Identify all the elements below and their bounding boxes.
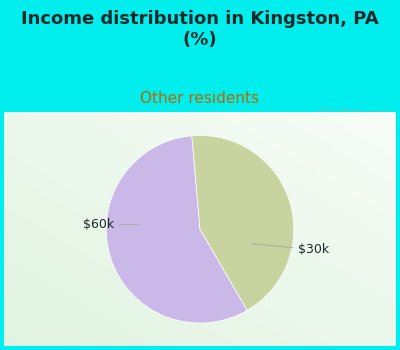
Text: City-Data.com: City-Data.com <box>312 108 388 119</box>
Wedge shape <box>192 135 294 310</box>
Text: Other residents: Other residents <box>140 91 260 106</box>
Text: Income distribution in Kingston, PA
(%): Income distribution in Kingston, PA (%) <box>21 10 379 49</box>
Text: $30k: $30k <box>252 243 330 257</box>
Wedge shape <box>106 136 247 323</box>
Text: $60k: $60k <box>83 218 139 231</box>
